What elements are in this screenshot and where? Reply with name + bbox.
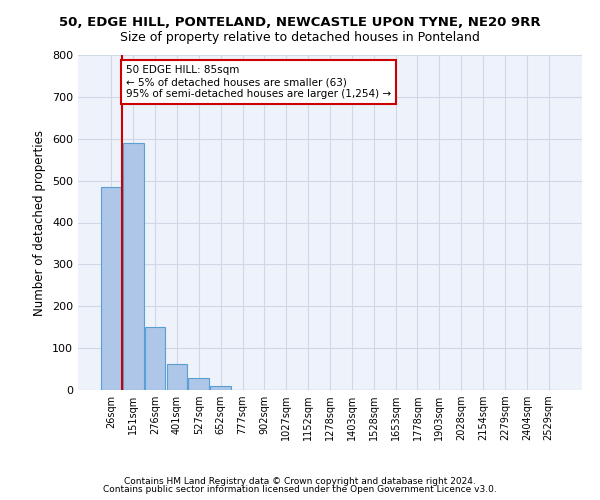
Text: Size of property relative to detached houses in Ponteland: Size of property relative to detached ho… <box>120 31 480 44</box>
Text: 50, EDGE HILL, PONTELAND, NEWCASTLE UPON TYNE, NE20 9RR: 50, EDGE HILL, PONTELAND, NEWCASTLE UPON… <box>59 16 541 29</box>
Y-axis label: Number of detached properties: Number of detached properties <box>34 130 46 316</box>
Bar <box>101 187 122 390</box>
Bar <box>210 386 231 390</box>
Text: Contains HM Land Registry data © Crown copyright and database right 2024.: Contains HM Land Registry data © Crown c… <box>124 477 476 486</box>
Text: Contains public sector information licensed under the Open Government Licence v3: Contains public sector information licen… <box>103 485 497 494</box>
Bar <box>188 378 209 390</box>
Bar <box>145 327 166 390</box>
Text: 50 EDGE HILL: 85sqm
← 5% of detached houses are smaller (63)
95% of semi-detache: 50 EDGE HILL: 85sqm ← 5% of detached hou… <box>126 66 391 98</box>
Bar <box>123 143 143 390</box>
Bar <box>167 364 187 390</box>
